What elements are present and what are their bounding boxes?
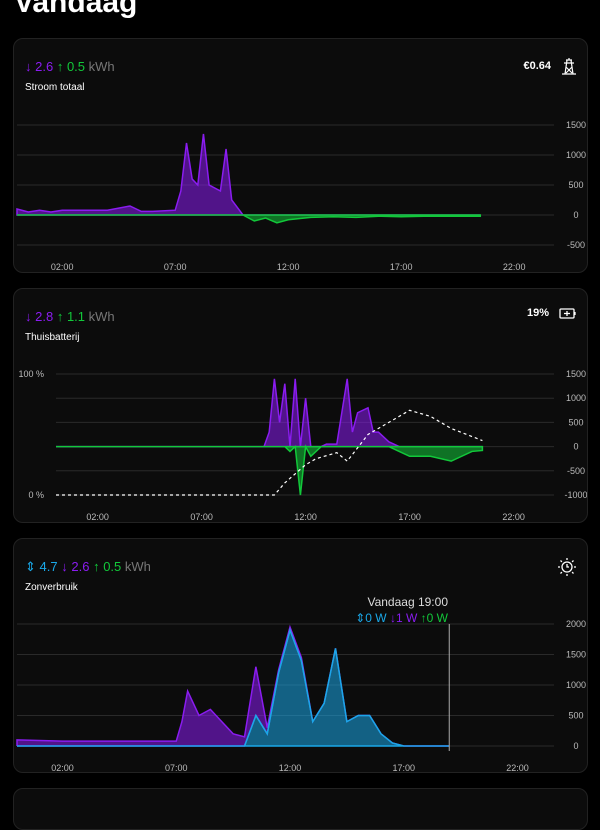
- solar-arrows-icon: ⇕: [25, 559, 36, 574]
- import-value: 2.8: [35, 309, 54, 324]
- y-tick-label: 500: [568, 711, 583, 721]
- battery-percentage: 19%: [526, 307, 549, 319]
- solar-area: [17, 627, 450, 747]
- unit: kWh: [88, 59, 115, 74]
- y-tick-label: 0: [573, 442, 578, 452]
- x-tick-label: 22:00: [506, 763, 529, 772]
- y-tick-label: 0: [573, 210, 578, 220]
- x-tick-label: 12:00: [294, 512, 317, 522]
- energy-stats: ↓ 2.6 ↑ 0.5 kWh: [25, 59, 115, 74]
- unit: kWh: [88, 309, 115, 324]
- y2-tick-label: 100 %: [18, 369, 44, 379]
- x-tick-label: 12:00: [277, 262, 300, 272]
- y-tick-label: 1000: [566, 680, 586, 690]
- export-area: [56, 444, 484, 496]
- battery-power-chart: 1500 1000 500 0 -500 -1000 02:00 07:00 12:00 17:0…: [18, 369, 587, 522]
- unit: kWh: [124, 559, 151, 574]
- y-tick-label: 1500: [566, 650, 586, 660]
- x-tick-label: 17:00: [390, 262, 413, 272]
- export-arrow-icon: ↑: [420, 611, 427, 625]
- y-tick-label: 2000: [566, 619, 586, 629]
- export-value: 0.5: [66, 59, 86, 74]
- x-tick-label: 22:00: [503, 262, 526, 272]
- tooltip-solar: 0 W: [365, 611, 387, 625]
- y-tick-label: -500: [567, 466, 585, 476]
- battery-charging-icon: [559, 307, 576, 319]
- grid-total-card[interactable]: 1500 1000 500 0 -500 02:00 07:00 12:00 17:00 22:0…: [13, 38, 588, 273]
- import-value: 2.6: [35, 59, 54, 74]
- import-arrow-icon: ↓: [389, 611, 396, 625]
- next-card[interactable]: [13, 788, 588, 830]
- energy-stats: ⇕ 4.7 ↓ 2.6 ↑ 0.5 kWh: [25, 559, 151, 575]
- y-tick-label: -500: [567, 240, 585, 250]
- home-battery-card[interactable]: 1500 1000 500 0 -500 -1000 02:00 07:00 12:00 17:0…: [13, 288, 588, 523]
- cost-value: €0.64: [523, 60, 551, 72]
- page-title: Vandaag: [14, 0, 138, 19]
- x-tick-label: 22:00: [502, 512, 525, 522]
- card-title: Zonverbruik: [25, 582, 78, 593]
- y-tick-label: 1000: [566, 150, 586, 160]
- x-tick-label: 17:00: [398, 512, 421, 522]
- x-tick-label: 02:00: [51, 763, 74, 772]
- y-tick-label: 1500: [566, 120, 586, 130]
- x-tick-label: 07:00: [164, 262, 187, 272]
- export-arrow-icon: ↑: [56, 59, 64, 74]
- state-of-charge-line: [56, 409, 483, 496]
- import-value: 2.6: [71, 559, 90, 574]
- import-area: [16, 133, 481, 216]
- export-value: 1.1: [66, 309, 86, 324]
- tooltip-import: 1 W: [395, 611, 418, 625]
- tooltip-export: 0 W: [426, 611, 448, 625]
- x-tick-label: 07:00: [165, 763, 188, 772]
- solar-usage-chart: 2000 1500 1000 500 0 02:00 07:00 12:00 17:00 22:0…: [16, 619, 586, 772]
- x-tick-label: 07:00: [190, 512, 213, 522]
- x-tick-label: 02:00: [51, 262, 74, 272]
- import-arrow-icon: ↓: [25, 59, 32, 74]
- x-tick-label: 17:00: [392, 763, 415, 772]
- chart-tooltip: Vandaag 19:00 ⇕0 W ↓1 W ↑0 W: [355, 595, 448, 625]
- import-area: [56, 378, 483, 448]
- energy-stats: ↓ 2.8 ↑ 1.1 kWh: [25, 309, 115, 324]
- x-tick-label: 02:00: [86, 512, 109, 522]
- export-arrow-icon: ↑: [56, 309, 64, 324]
- x-tick-label: 12:00: [279, 763, 302, 772]
- y-tick-label: 500: [568, 417, 583, 427]
- solar-arrows-icon: ⇕: [355, 611, 366, 625]
- import-arrow-icon: ↓: [61, 559, 68, 574]
- solar-clock-icon[interactable]: [557, 557, 577, 577]
- y2-tick-label: 0 %: [28, 490, 44, 500]
- export-area: [17, 214, 482, 224]
- import-arrow-icon: ↓: [25, 309, 32, 324]
- y-tick-label: 500: [568, 180, 583, 190]
- y-tick-label: 1500: [566, 369, 586, 379]
- tooltip-title: Vandaag 19:00: [367, 595, 448, 609]
- export-arrow-icon: ↑: [93, 559, 100, 574]
- card-title: Thuisbatterij: [25, 332, 80, 343]
- y-tick-label: 1000: [566, 393, 586, 403]
- grid-power-chart: 1500 1000 500 0 -500 02:00 07:00 12:00 17:00 22:0…: [16, 120, 586, 272]
- export-value: 0.5: [103, 559, 122, 574]
- import-area: [16, 624, 450, 747]
- card-title: Stroom totaal: [25, 82, 85, 93]
- y-tick-label: -1000: [564, 490, 587, 500]
- transmission-tower-icon: [562, 58, 576, 75]
- y-tick-label: 0: [573, 741, 578, 751]
- solar-value: 4.7: [39, 559, 58, 574]
- solar-usage-card[interactable]: 2000 1500 1000 500 0 02:00 07:00 12:00 17:00 22:0…: [13, 538, 588, 773]
